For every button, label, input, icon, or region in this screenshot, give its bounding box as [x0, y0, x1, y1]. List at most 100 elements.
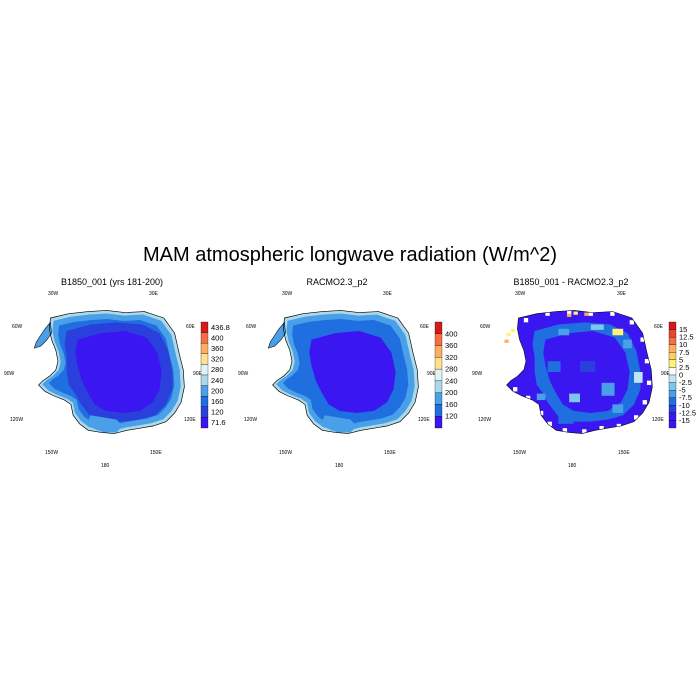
difference-patch — [623, 339, 632, 349]
lon-label-30w: 30W — [282, 291, 293, 297]
coastal-white-cell — [523, 318, 529, 323]
colorbar-label: -10 — [679, 401, 690, 410]
lon-label-90w: 90W — [4, 371, 15, 377]
colorbar-cell — [434, 380, 443, 393]
colorbar-cell — [668, 420, 677, 429]
coastal-white-cell — [545, 311, 550, 316]
lon-label-60w: 60W — [12, 324, 23, 330]
coastal-white-cell — [640, 337, 645, 342]
coastal-white-cell — [513, 387, 518, 392]
coastal-white-cell — [629, 320, 634, 325]
difference-patch — [612, 328, 624, 336]
colorbar-label: 160 — [445, 400, 458, 409]
colorbar-cell — [200, 332, 209, 344]
positive-difference-cell — [573, 311, 578, 315]
difference-patch — [558, 415, 574, 424]
figure-title: MAM atmospheric longwave radiation (W/m^… — [143, 244, 557, 266]
lon-label-60w: 60W — [480, 324, 491, 330]
colorbar-label: -7.5 — [679, 393, 692, 402]
lon-label-60w: 60W — [246, 324, 257, 330]
colorbar-label: 360 — [211, 344, 224, 353]
colorbar-label: 320 — [211, 355, 224, 364]
colorbar-cell — [668, 397, 677, 406]
colorbar-label: 280 — [445, 365, 458, 374]
colorbar-label: 15 — [679, 325, 687, 334]
lon-label-120w: 120W — [10, 417, 24, 423]
coastal-white-cell — [538, 410, 544, 416]
colorbar: 400 360 320 280 240 200 160 120 — [434, 321, 458, 429]
colorbar-cell — [200, 385, 209, 397]
lon-label-90w: 90W — [238, 371, 249, 377]
colorbar-cell — [434, 404, 443, 417]
colorbar-cell — [668, 336, 677, 345]
panel-title-racmo: RACMO2.3_p2 — [306, 277, 368, 287]
lon-label-150e: 150E — [384, 450, 396, 456]
colorbar-label: 280 — [211, 365, 224, 374]
colorbar-label: 200 — [445, 388, 458, 397]
lon-label-120e: 120E — [184, 417, 196, 423]
antarctica-difference-map — [504, 309, 653, 435]
difference-patch — [547, 361, 561, 372]
colorbar-label: -5 — [679, 386, 686, 395]
difference-patch — [612, 404, 624, 414]
coastal-white-cell — [610, 311, 615, 316]
peninsula-region — [268, 322, 286, 349]
positive-difference-cell — [504, 339, 509, 343]
antarctica-map — [33, 309, 185, 435]
colorbar-label: 7.5 — [679, 348, 689, 357]
colorbar-cell — [434, 345, 443, 358]
difference-patch — [601, 382, 615, 396]
colorbar-label: 436.8 — [211, 323, 230, 332]
lon-label-120w: 120W — [244, 417, 258, 423]
colorbar-label: 0 — [679, 371, 683, 380]
colorbar-label: 5 — [679, 355, 683, 364]
colorbar-cell — [668, 412, 677, 421]
colorbar-label: 240 — [211, 376, 224, 385]
coastal-white-cell — [567, 310, 572, 315]
colorbar-label: -2.5 — [679, 378, 692, 387]
coastal-white-cell — [644, 359, 650, 364]
colorbar-label: 320 — [445, 353, 458, 362]
lon-label-180: 180 — [101, 463, 110, 469]
coastal-white-cell — [616, 423, 622, 429]
coastal-white-cell — [519, 365, 524, 370]
colorbar-label: 200 — [211, 386, 224, 395]
colorbar-cell — [434, 392, 443, 405]
lon-label-30w: 30W — [515, 291, 526, 297]
lon-label-120e: 120E — [418, 417, 430, 423]
colorbar-cell — [434, 416, 443, 429]
lon-label-90e: 90E — [193, 371, 202, 377]
colorbar-label: 240 — [445, 376, 458, 385]
colorbar-cell — [200, 396, 209, 407]
lon-label-60e: 60E — [420, 324, 429, 330]
lon-label-30e: 30E — [617, 291, 626, 297]
lon-label-150e: 150E — [150, 450, 162, 456]
coastal-white-cell — [642, 400, 647, 405]
difference-patch — [558, 328, 570, 336]
colorbar-label: 360 — [445, 341, 458, 350]
colorbar-cell — [200, 364, 209, 376]
colorbar-cell — [668, 359, 677, 368]
colorbar-label: -12.5 — [679, 408, 696, 417]
colorbar-cell — [434, 333, 443, 346]
coastal-white-cell — [634, 415, 639, 420]
colorbar-cell — [200, 353, 209, 365]
colorbar-cell — [668, 405, 677, 414]
difference-patch — [580, 361, 596, 372]
colorbar-cell — [200, 321, 209, 333]
coastal-white-cell — [526, 395, 531, 401]
colorbar-label: 12.5 — [679, 333, 694, 342]
difference-patch — [569, 393, 580, 403]
colorbar-cell — [200, 417, 209, 429]
coastal-white-cell — [599, 426, 604, 431]
lon-label-30e: 30E — [383, 291, 392, 297]
colorbar-cell — [434, 368, 443, 382]
lon-label-90e: 90E — [427, 371, 436, 377]
peninsula-region — [34, 322, 52, 349]
colorbar-cell — [668, 389, 677, 398]
colorbar-cell — [668, 382, 677, 391]
